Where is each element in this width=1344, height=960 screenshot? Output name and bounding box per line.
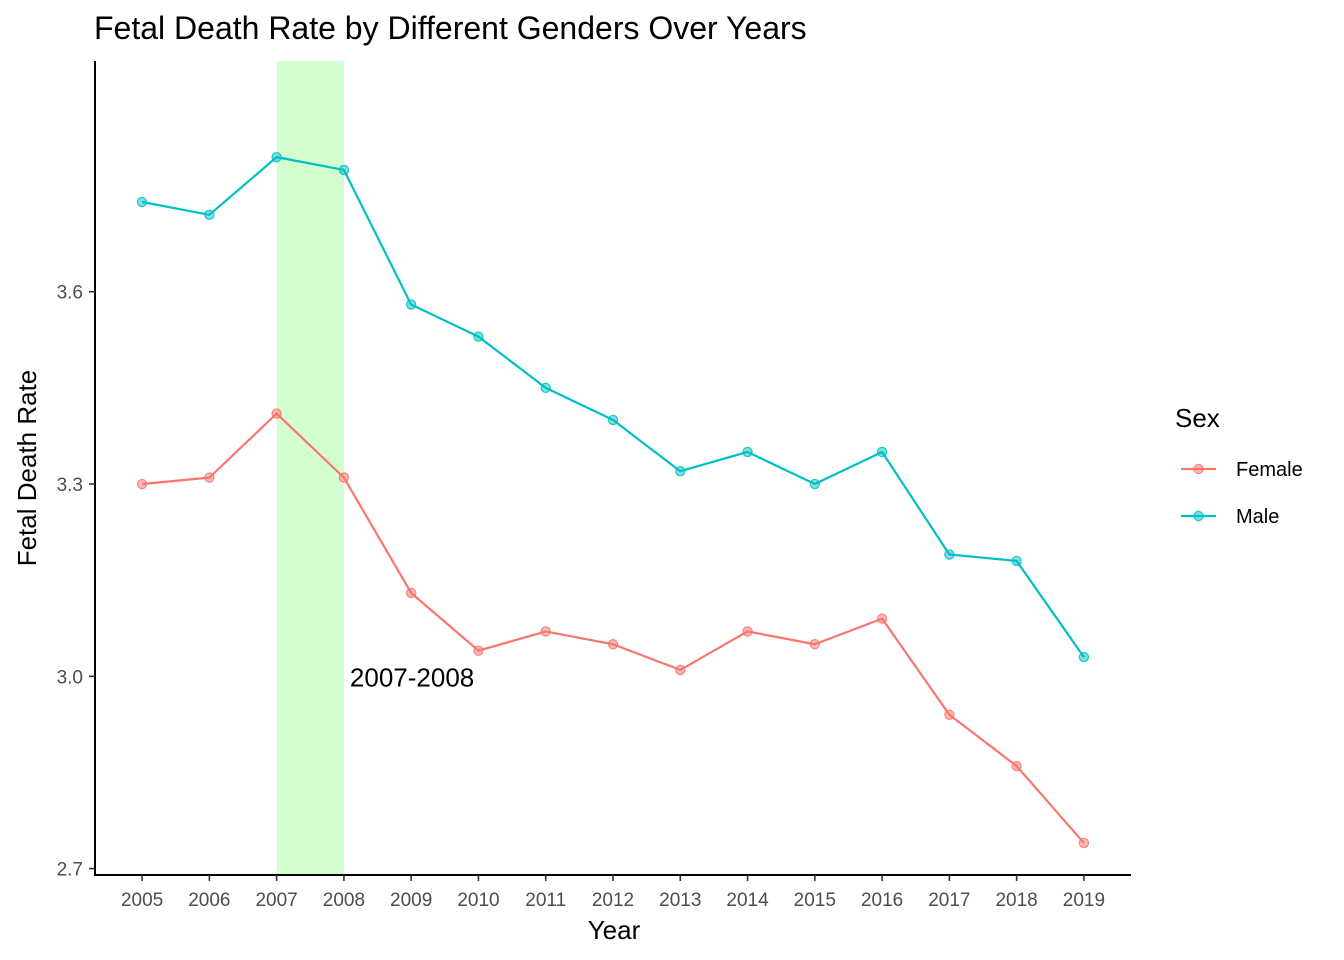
x-tick-label-2010: 2010 — [457, 890, 499, 911]
point-male-2014 — [742, 446, 753, 458]
y-tick-label-2.7: 2.7 — [57, 860, 83, 881]
x-tick-label-2007: 2007 — [255, 890, 297, 911]
point-female-2018 — [1011, 760, 1022, 772]
point-male-2015 — [809, 478, 821, 490]
x-tick-label-2006: 2006 — [188, 890, 230, 911]
point-male-2010 — [473, 331, 484, 342]
legend-point-female — [1193, 463, 1204, 475]
highlight-layer: 2007-2008 — [276, 61, 474, 875]
point-female-2011 — [540, 626, 551, 637]
point-female-2013 — [675, 664, 686, 676]
point-female-2017 — [944, 709, 955, 720]
legend: Sex Female Male — [1175, 403, 1303, 528]
point-male-2011 — [540, 382, 551, 394]
point-female-2015 — [809, 639, 821, 650]
x-tick-label-2009: 2009 — [390, 890, 432, 911]
y-tick-label-3.3: 3.3 — [57, 475, 83, 496]
x-tick-label-2014: 2014 — [726, 890, 769, 911]
point-male-2009 — [405, 299, 417, 310]
x-axis-title: Year — [588, 915, 641, 945]
point-male-2012 — [607, 414, 619, 426]
x-tick-label-2013: 2013 — [659, 890, 701, 911]
x-tick-label-2011: 2011 — [525, 890, 566, 911]
series-layer — [136, 151, 1090, 849]
point-female-2014 — [742, 626, 753, 637]
x-tick-label-2008: 2008 — [323, 890, 365, 911]
point-female-2010 — [473, 645, 484, 656]
x-tick-label-2016: 2016 — [861, 890, 903, 911]
legend-title: Sex — [1175, 403, 1220, 433]
x-tick-label-2017: 2017 — [928, 890, 970, 911]
point-female-2007 — [271, 408, 282, 419]
point-female-2005 — [136, 478, 148, 490]
legend-label-female: Female — [1236, 459, 1303, 481]
point-male-2008 — [338, 164, 350, 176]
point-female-2008 — [338, 472, 350, 483]
legend-point-male — [1193, 510, 1204, 522]
point-male-2017 — [944, 549, 955, 560]
y-tick-label-3.6: 3.6 — [57, 283, 83, 304]
legend-label-male: Male — [1236, 506, 1279, 528]
x-tick-label-2012: 2012 — [592, 890, 634, 911]
point-male-2018 — [1011, 555, 1022, 567]
point-male-2016 — [876, 446, 888, 458]
axis-layer: 2.7 3.0 3.3 3.6 2005 2006 2007 2008 2009 2010 2011… — [57, 61, 1131, 911]
x-tick-label-2005: 2005 — [121, 890, 163, 911]
x-tick-label-2018: 2018 — [995, 890, 1037, 911]
point-male-2013 — [675, 466, 686, 477]
y-axis-title: Fetal Death Rate — [12, 370, 42, 567]
y-tick-label-3.0: 3.0 — [57, 667, 83, 688]
point-male-2019 — [1078, 651, 1090, 663]
x-tick-label-2019: 2019 — [1063, 890, 1105, 911]
point-male-2006 — [204, 209, 215, 221]
point-female-2016 — [876, 613, 888, 624]
point-female-2012 — [607, 639, 619, 650]
point-male-2007 — [271, 151, 282, 163]
x-tick-label-2015: 2015 — [794, 890, 836, 911]
point-female-2006 — [204, 472, 215, 483]
point-female-2009 — [405, 587, 417, 599]
point-female-2019 — [1078, 837, 1090, 849]
chart-title: Fetal Death Rate by Different Genders Ov… — [94, 10, 807, 46]
highlight-label: 2007-2008 — [350, 662, 474, 692]
point-male-2005 — [136, 196, 148, 208]
